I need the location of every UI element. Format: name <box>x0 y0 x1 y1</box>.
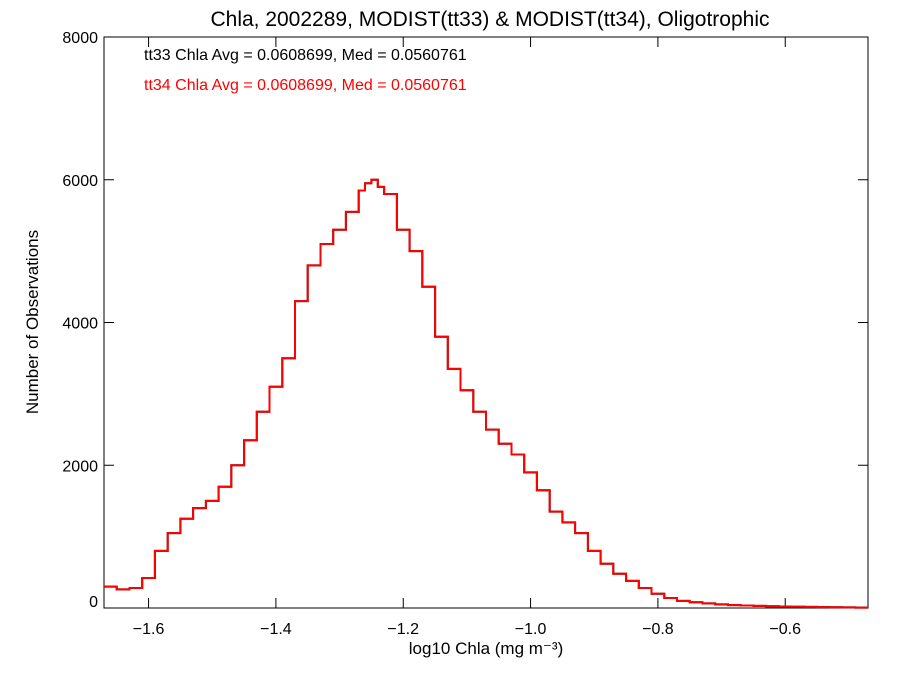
x-tick-label: −1.0 <box>515 621 547 638</box>
y-tick-label: 6000 <box>62 173 98 190</box>
x-tick-label: −0.6 <box>769 621 801 638</box>
x-axis-label: log10 Chla (mg m⁻³) <box>409 639 563 658</box>
y-tick-label: 4000 <box>62 316 98 333</box>
x-tick-label: −0.8 <box>642 621 674 638</box>
plot-frame <box>103 36 869 609</box>
x-tick-label: −1.4 <box>260 621 292 638</box>
series-tt34-line <box>104 178 868 609</box>
y-tick-label: 0 <box>89 594 98 611</box>
x-tick-label: −1.2 <box>387 621 419 638</box>
y-tick-label: 2000 <box>62 458 98 475</box>
y-axis-ticks: 0 2000 4000 6000 8000 <box>62 30 868 611</box>
x-tick-label: −1.6 <box>133 621 165 638</box>
legend-entry-tt33: tt33 Chla Avg = 0.0608699, Med = 0.05607… <box>144 47 467 64</box>
y-tick-label: 8000 <box>62 30 98 47</box>
series-tt33-line <box>104 178 868 609</box>
y-axis-label: Number of Observations <box>23 230 42 414</box>
legend-entry-tt34: tt34 Chla Avg = 0.0608699, Med = 0.05607… <box>144 77 467 94</box>
series-layer <box>104 178 868 609</box>
x-axis-ticks: −1.6 −1.4 −1.2 −1.0 −0.8 −0.6 <box>133 37 801 638</box>
chart-title: Chla, 2002289, MODIST(tt33) & MODIST(tt3… <box>210 8 769 31</box>
